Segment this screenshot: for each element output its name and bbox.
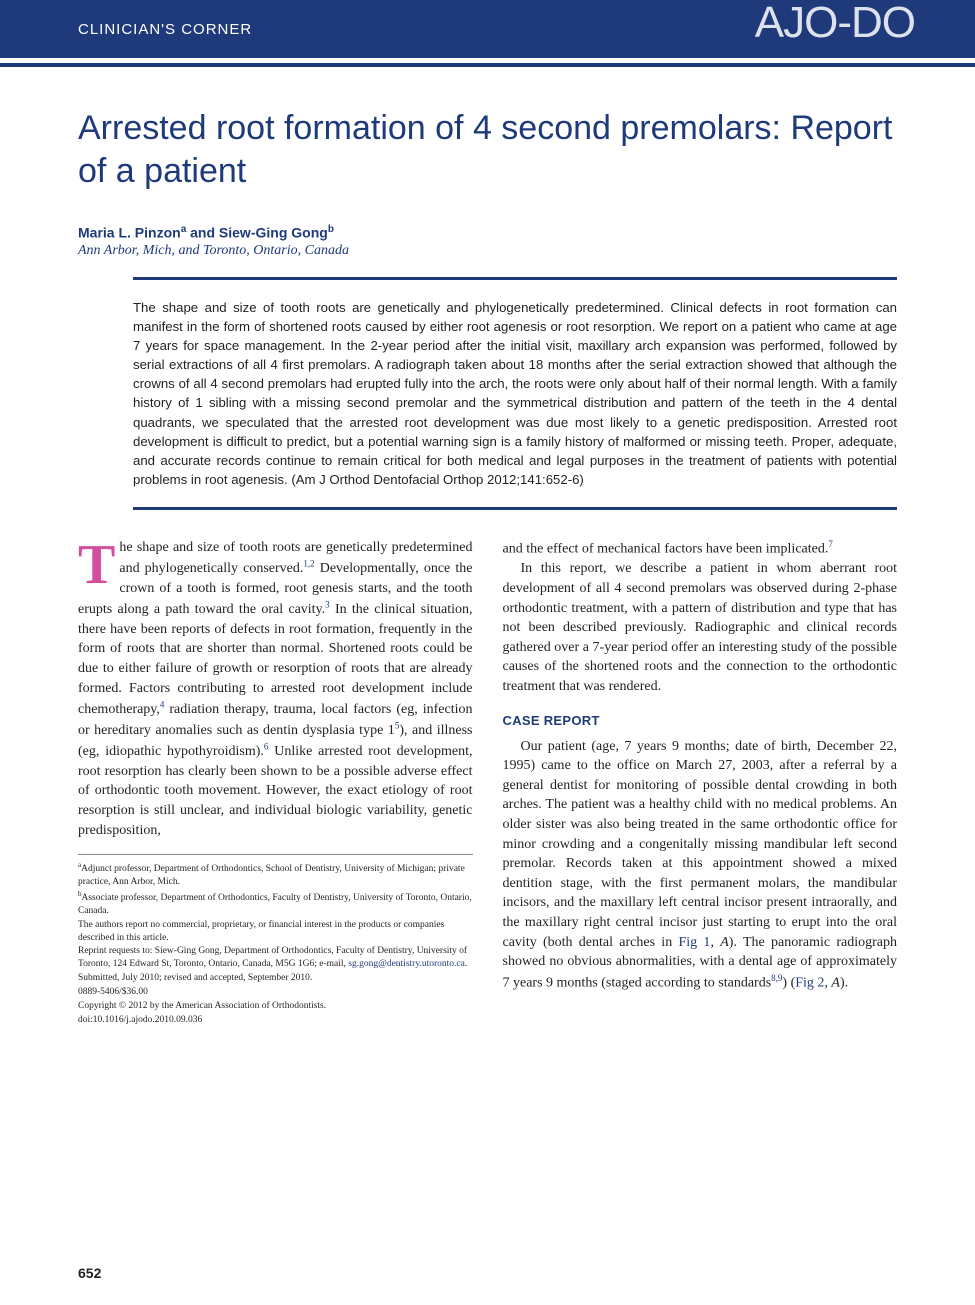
footnote-issn: 0889-5406/$36.00	[78, 986, 473, 999]
case-report-p1: Our patient (age, 7 years 9 months; date…	[503, 737, 898, 993]
intro-paragraph: The shape and size of tooth roots are ge…	[78, 538, 473, 840]
footnote-a: aAdjunct professor, Department of Orthod…	[78, 861, 473, 889]
article-content: Arrested root formation of 4 second prem…	[0, 67, 975, 1057]
abstract-rule-bottom	[133, 507, 897, 510]
header-bar: CLINICIAN'S CORNER AJO-DO	[0, 0, 975, 58]
footnote-doi: doi:10.1016/j.ajodo.2010.09.036	[78, 1014, 473, 1027]
footnotes-rule	[78, 854, 473, 855]
footnote-reprint: Reprint requests to: Siew-Ging Gong, Dep…	[78, 945, 473, 971]
footnote-copyright: Copyright © 2012 by the American Associa…	[78, 1000, 473, 1013]
body-columns: The shape and size of tooth roots are ge…	[78, 538, 897, 1027]
page-number: 652	[78, 1265, 101, 1281]
case-report-heading: CASE REPORT	[503, 712, 898, 730]
col2-p1: and the effect of mechanical factors hav…	[503, 538, 898, 559]
col2-p2: In this report, we describe a patient in…	[503, 559, 898, 696]
author-line: Maria L. Pinzona and Siew-Ging Gongb	[78, 224, 897, 241]
footnote-submitted: Submitted, July 2010; revised and accept…	[78, 972, 473, 985]
column-left: The shape and size of tooth roots are ge…	[78, 538, 473, 1027]
dropcap-letter: T	[78, 538, 119, 590]
footnote-b: bAssociate professor, Department of Orth…	[78, 890, 473, 918]
journal-logo: AJO-DO	[755, 12, 915, 34]
intro-paragraph-text: he shape and size of tooth roots are gen…	[78, 540, 473, 838]
article-title: Arrested root formation of 4 second prem…	[78, 107, 897, 192]
affiliation-line: Ann Arbor, Mich, and Toronto, Ontario, C…	[78, 243, 897, 259]
section-label: CLINICIAN'S CORNER	[78, 21, 252, 38]
abstract-text: The shape and size of tooth roots are ge…	[133, 298, 897, 489]
column-right: and the effect of mechanical factors hav…	[503, 538, 898, 1027]
footnotes-block: aAdjunct professor, Department of Orthod…	[78, 861, 473, 1026]
footnote-disclosure: The authors report no commercial, propri…	[78, 919, 473, 945]
abstract-rule-top	[133, 277, 897, 280]
